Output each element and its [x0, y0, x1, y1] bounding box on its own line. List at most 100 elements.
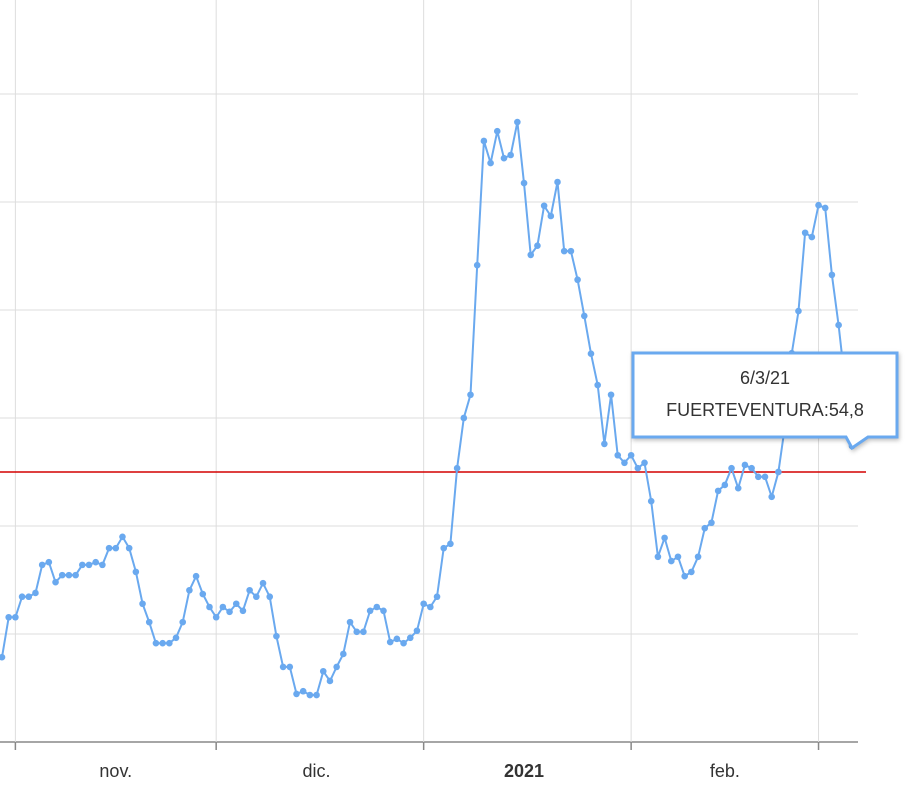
- data-point: [239, 607, 247, 615]
- data-point: [32, 589, 39, 597]
- data-point: [440, 544, 448, 552]
- data-point: [219, 603, 227, 611]
- data-point: [795, 307, 802, 315]
- data-point: [621, 459, 628, 467]
- data-point: [259, 579, 267, 587]
- x-tick-label: 2021: [504, 761, 544, 781]
- data-point: [125, 544, 133, 552]
- data-point: [754, 473, 762, 481]
- tooltip-number: 54,8: [829, 400, 864, 420]
- data-point: [547, 212, 555, 220]
- data-point: [212, 613, 220, 621]
- data-point: [701, 524, 709, 532]
- data-point: [728, 464, 735, 472]
- tooltip-series-name: FUERTEVENTURA: [666, 400, 824, 420]
- data-point: [279, 663, 287, 671]
- data-point: [748, 464, 755, 472]
- data-point: [420, 600, 427, 608]
- data-point: [373, 603, 381, 611]
- data-point: [607, 391, 615, 399]
- data-point: [145, 618, 153, 626]
- data-point: [574, 276, 581, 284]
- tooltip-date: 6/3/21: [740, 368, 790, 388]
- data-point: [12, 613, 19, 621]
- data-point: [567, 247, 575, 255]
- data-point: [226, 608, 233, 616]
- data-point: [232, 600, 240, 608]
- data-point: [139, 600, 146, 608]
- tooltip-box: [631, 351, 899, 451]
- data-point: [380, 607, 387, 615]
- tooltip-value: FUERTEVENTURA:54,8: [666, 400, 864, 420]
- data-point: [152, 639, 160, 647]
- data-point: [119, 533, 126, 541]
- data-point: [768, 493, 775, 501]
- data-point: [641, 459, 648, 467]
- data-point: [386, 638, 394, 646]
- data-point: [45, 558, 53, 566]
- data-point: [835, 321, 842, 329]
- x-tick-label: feb.: [710, 761, 740, 781]
- data-point: [293, 690, 300, 698]
- data-point: [453, 464, 461, 472]
- data-point: [0, 653, 6, 661]
- data-point: [480, 137, 488, 145]
- data-point: [808, 233, 816, 241]
- data-point: [520, 179, 528, 187]
- data-point: [299, 687, 307, 695]
- data-point: [319, 667, 327, 675]
- tooltip: 6/3/21 FUERTEVENTURA:54,8: [631, 351, 899, 451]
- data-point: [306, 691, 314, 699]
- data-point: [313, 691, 320, 699]
- data-point: [159, 639, 166, 647]
- data-point: [179, 618, 187, 626]
- data-point: [172, 634, 180, 642]
- data-point: [286, 663, 294, 671]
- data-point: [500, 154, 508, 162]
- data-point: [79, 561, 86, 569]
- data-point: [627, 451, 635, 459]
- data-point: [775, 468, 782, 476]
- data-point: [507, 151, 514, 159]
- data-point: [246, 586, 253, 594]
- data-point: [105, 544, 113, 552]
- data-point: [5, 613, 12, 621]
- x-tick-label: dic.: [303, 761, 331, 781]
- data-point: [688, 568, 695, 576]
- data-point: [601, 440, 608, 448]
- data-point: [554, 178, 561, 186]
- data-point: [192, 572, 200, 580]
- data-point: [828, 271, 836, 279]
- data-point: [580, 312, 588, 320]
- data-point: [393, 635, 401, 643]
- data-point: [333, 663, 340, 671]
- data-point: [206, 603, 213, 611]
- data-point: [447, 540, 454, 548]
- data-point: [661, 534, 668, 542]
- data-point: [540, 202, 548, 210]
- data-point: [18, 593, 26, 601]
- data-point: [400, 639, 407, 647]
- data-point: [487, 159, 494, 167]
- data-point: [253, 593, 260, 601]
- data-point: [340, 650, 347, 658]
- data-point: [65, 571, 73, 579]
- data-point: [654, 553, 662, 561]
- data-point: [667, 557, 675, 565]
- data-point: [647, 497, 655, 505]
- data-point: [38, 561, 46, 569]
- data-point: [52, 578, 59, 586]
- data-point: [273, 632, 280, 640]
- data-point: [467, 391, 474, 399]
- data-point: [473, 261, 481, 269]
- data-point: [360, 628, 367, 636]
- data-point: [25, 593, 33, 601]
- data-point: [493, 127, 501, 135]
- data-point: [634, 464, 642, 472]
- data-point: [708, 519, 715, 527]
- data-point: [761, 473, 769, 481]
- data-point: [721, 481, 729, 489]
- data-point: [72, 571, 79, 579]
- data-point: [460, 414, 468, 422]
- data-point: [527, 251, 535, 259]
